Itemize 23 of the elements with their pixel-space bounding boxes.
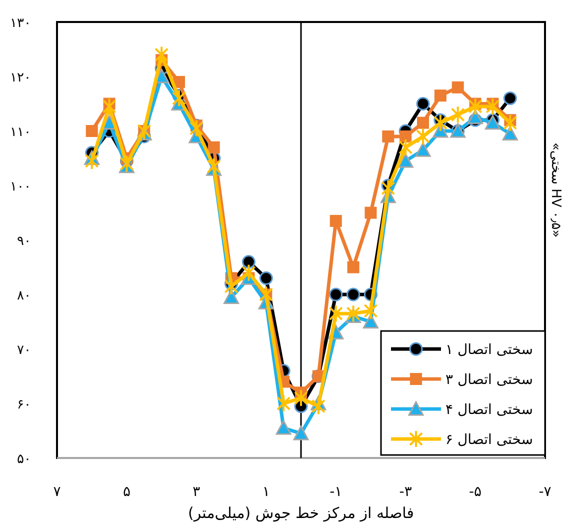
y-tick-label: ۱۰۰ xyxy=(10,180,31,194)
x-tick-label: -۵ xyxy=(468,484,482,500)
y-tick-label: ۱۳۰ xyxy=(10,16,31,31)
x-tick-label: ۱ xyxy=(262,484,270,500)
y2-axis-title: «سختی HV ۰٫۵» xyxy=(548,142,563,238)
y-tick-label: ۸۰ xyxy=(17,288,31,304)
legend-label: سختی اتصال ۳ xyxy=(446,372,533,388)
x-tick-label: -۷ xyxy=(538,484,552,500)
y-tick-label: ۷۰ xyxy=(17,343,31,358)
legend-label: سختی اتصال ۴ xyxy=(446,402,533,418)
legend-label: سختی اتصال ۱ xyxy=(446,342,533,358)
legend-label: سختی اتصال ۶ xyxy=(446,432,533,448)
y-tick-label: ۱۲۰ xyxy=(10,70,31,86)
y-tick-label: ۱۱۰ xyxy=(10,125,31,140)
x-tick-label: ۳ xyxy=(192,484,201,500)
x-axis-title: فاصله از مرکز خط جوش (میلی‌متر) xyxy=(188,504,414,522)
x-tick-label: ۷ xyxy=(53,484,62,500)
x-tick-label: -۱ xyxy=(330,484,342,500)
y-tick-label: ۵۰ xyxy=(17,452,31,467)
y-tick-label: ۹۰ xyxy=(17,234,31,249)
x-tick-label: ۵ xyxy=(122,484,130,500)
x-tick-label: -۳ xyxy=(399,484,412,500)
y-tick-label: ۶۰ xyxy=(17,398,31,412)
